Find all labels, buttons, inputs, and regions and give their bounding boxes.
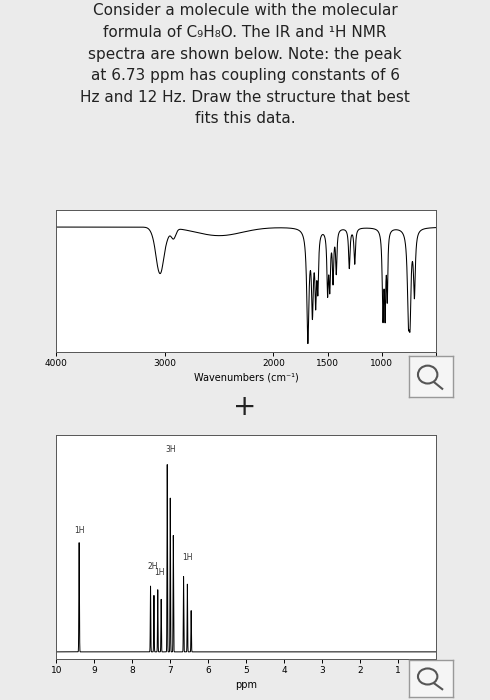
Text: 3H: 3H [165,445,175,454]
Text: 2H: 2H [147,562,158,571]
X-axis label: Wavenumbers (cm⁻¹): Wavenumbers (cm⁻¹) [194,372,298,382]
Text: Consider a molecule with the molecular
formula of C₉H₈O. The IR and ¹H NMR
spect: Consider a molecule with the molecular f… [80,4,410,127]
Text: 1H: 1H [182,552,193,561]
X-axis label: ppm: ppm [235,680,257,689]
Text: +: + [233,393,257,421]
Text: 1H: 1H [154,568,165,577]
Text: 1H: 1H [74,526,84,536]
